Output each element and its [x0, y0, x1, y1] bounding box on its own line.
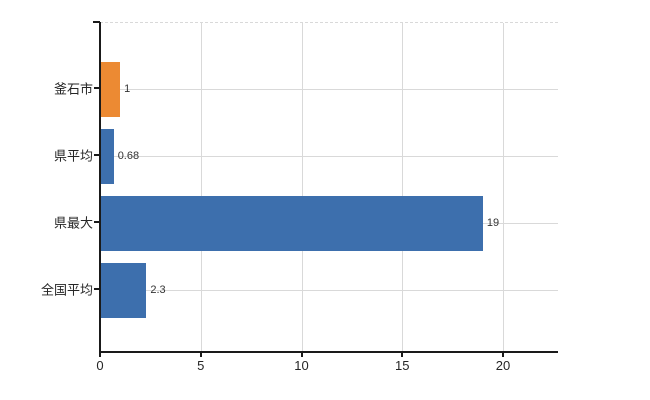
bar-value-label: 0.68 — [117, 150, 140, 162]
vertical-gridline — [200, 23, 202, 353]
bar-value-label: 19 — [486, 217, 500, 229]
horizontal-gridline — [100, 156, 558, 157]
y-axis-tick — [94, 288, 100, 290]
y-axis-category-label: 全国平均 — [40, 282, 93, 298]
bar-全国平均 — [100, 262, 147, 318]
y-axis-tick — [94, 154, 100, 156]
bar-value-label: 2.3 — [150, 284, 166, 296]
y-axis-line — [99, 22, 101, 352]
y-axis-tick — [94, 87, 100, 89]
x-axis-tick — [401, 351, 404, 357]
x-axis-tick-label: 15 — [395, 358, 410, 373]
plot-area: 1 0.68 19 2.3 — [100, 22, 558, 353]
vertical-gridline — [402, 23, 404, 353]
x-axis-tick-label: 0 — [96, 358, 104, 373]
bar-県最大 — [100, 195, 483, 251]
bar-釜石市 — [100, 61, 121, 117]
horizontal-gridline — [100, 290, 558, 291]
horizontal-gridline — [100, 89, 558, 90]
x-axis-tick — [199, 351, 202, 357]
vertical-gridline — [301, 23, 303, 353]
y-axis-category-label: 県最大 — [53, 215, 93, 231]
bar-県平均 — [100, 128, 114, 184]
x-axis-line — [99, 351, 558, 353]
bar-value-label: 1 — [124, 83, 131, 95]
y-axis-tick — [94, 221, 100, 223]
vertical-gridline — [503, 23, 504, 353]
y-axis-top-tick — [93, 21, 100, 23]
y-axis-category-label: 県平均 — [53, 148, 93, 164]
x-axis-tick — [300, 351, 303, 357]
x-axis-tick-label: 10 — [294, 358, 309, 373]
x-axis-tick — [502, 351, 504, 357]
x-axis-tick — [99, 351, 101, 357]
x-axis-tick-label: 20 — [495, 358, 511, 373]
y-axis-category-label: 釜石市 — [53, 81, 93, 97]
x-axis-tick-label: 5 — [197, 358, 205, 373]
